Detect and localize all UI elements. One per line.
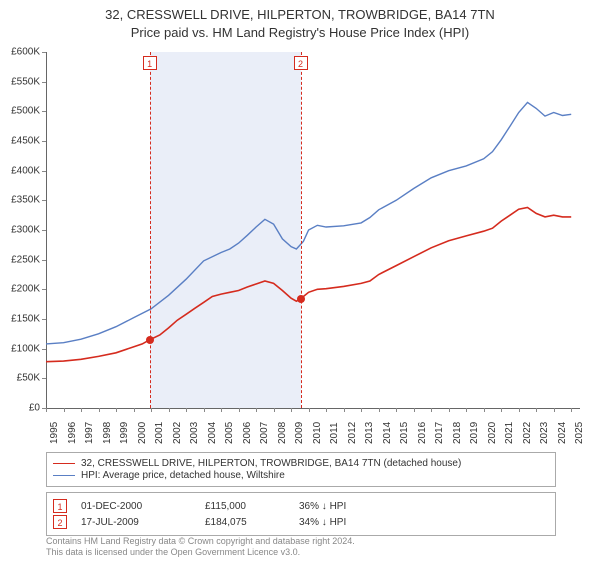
x-tick-label: 2024 bbox=[557, 422, 568, 444]
y-tick-label: £450K bbox=[11, 136, 40, 147]
y-tick-label: £100K bbox=[11, 343, 40, 354]
x-tick-label: 2021 bbox=[504, 422, 515, 444]
y-tick-label: £0 bbox=[29, 403, 40, 414]
x-tick-label: 2019 bbox=[469, 422, 480, 444]
y-tick-label: £550K bbox=[11, 76, 40, 87]
x-tick-label: 2022 bbox=[522, 422, 533, 444]
plot-area: 12 bbox=[46, 52, 580, 408]
x-tick-label: 2004 bbox=[207, 422, 218, 444]
sale-row: 2 17-JUL-2009 £184,075 34% ↓ HPI bbox=[53, 515, 549, 529]
legend-row: HPI: Average price, detached house, Wilt… bbox=[53, 470, 549, 481]
marker-dot-2 bbox=[297, 295, 305, 303]
legend-row: 32, CRESSWELL DRIVE, HILPERTON, TROWBRID… bbox=[53, 458, 549, 469]
x-tick-label: 2015 bbox=[399, 422, 410, 444]
x-tick-label: 2014 bbox=[382, 422, 393, 444]
x-tick-label: 2017 bbox=[434, 422, 445, 444]
marker-box-2: 2 bbox=[294, 56, 308, 70]
x-tick-label: 2006 bbox=[242, 422, 253, 444]
x-axis: 1995 1996 1997 1998 1999 2000 2001 2002 2003 2004… bbox=[46, 412, 580, 452]
sale-date: 17-JUL-2009 bbox=[81, 517, 191, 528]
series-legend: 32, CRESSWELL DRIVE, HILPERTON, TROWBRID… bbox=[46, 452, 556, 487]
sale-marker: 2 bbox=[53, 515, 67, 529]
x-tick-label: 2025 bbox=[574, 422, 585, 444]
y-tick-label: £50K bbox=[17, 373, 40, 384]
x-tick-label: 2008 bbox=[277, 422, 288, 444]
x-tick-label: 2010 bbox=[312, 422, 323, 444]
footer-note: Contains HM Land Registry data © Crown c… bbox=[46, 536, 556, 559]
x-tick-label: 2020 bbox=[487, 422, 498, 444]
x-tick-label: 2018 bbox=[452, 422, 463, 444]
legend-label: HPI: Average price, detached house, Wilt… bbox=[81, 470, 285, 481]
x-tick-label: 1998 bbox=[102, 422, 113, 444]
x-tick-label: 2007 bbox=[259, 422, 270, 444]
sales-table: 1 01-DEC-2000 £115,000 36% ↓ HPI 2 17-JUL-200… bbox=[46, 492, 556, 536]
y-tick-label: £400K bbox=[11, 165, 40, 176]
x-tick-label: 2000 bbox=[137, 422, 148, 444]
x-tick-label: 2023 bbox=[539, 422, 550, 444]
sale-price: £184,075 bbox=[205, 517, 285, 528]
y-tick-label: £350K bbox=[11, 195, 40, 206]
sale-diff: 34% ↓ HPI bbox=[299, 517, 419, 528]
x-tick-label: 2002 bbox=[172, 422, 183, 444]
footer-line2: This data is licensed under the Open Gov… bbox=[46, 547, 556, 558]
sale-date: 01-DEC-2000 bbox=[81, 501, 191, 512]
x-tick-label: 2001 bbox=[154, 422, 165, 444]
y-tick-label: £250K bbox=[11, 254, 40, 265]
x-axis-line bbox=[46, 408, 580, 409]
marker-box-1: 1 bbox=[143, 56, 157, 70]
legend-swatch bbox=[53, 475, 75, 476]
footer-line1: Contains HM Land Registry data © Crown c… bbox=[46, 536, 556, 547]
legend-swatch bbox=[53, 463, 75, 464]
y-axis: £0£50K£100K£150K£200K£250K£300K£350K£400… bbox=[0, 52, 46, 408]
x-tick-label: 2009 bbox=[294, 422, 305, 444]
y-tick-label: £600K bbox=[11, 47, 40, 58]
sale-price: £115,000 bbox=[205, 501, 285, 512]
sale-marker: 1 bbox=[53, 499, 67, 513]
x-tick-label: 1996 bbox=[67, 422, 78, 444]
y-tick-label: £200K bbox=[11, 284, 40, 295]
x-tick-label: 1997 bbox=[84, 422, 95, 444]
chart-title: 32, CRESSWELL DRIVE, HILPERTON, TROWBRID… bbox=[0, 6, 600, 41]
x-tick-label: 2012 bbox=[347, 422, 358, 444]
y-tick-label: £300K bbox=[11, 225, 40, 236]
title-line1: 32, CRESSWELL DRIVE, HILPERTON, TROWBRID… bbox=[105, 7, 495, 22]
y-tick-label: £150K bbox=[11, 314, 40, 325]
x-tick-label: 2011 bbox=[329, 422, 340, 444]
series-hpi bbox=[46, 102, 571, 344]
marker-line-1 bbox=[150, 52, 151, 408]
chart-svg bbox=[46, 52, 580, 408]
sale-diff: 36% ↓ HPI bbox=[299, 501, 419, 512]
x-tick-label: 2013 bbox=[364, 422, 375, 444]
x-tick-label: 2003 bbox=[189, 422, 200, 444]
y-tick-label: £500K bbox=[11, 106, 40, 117]
title-line2: Price paid vs. HM Land Registry's House … bbox=[0, 24, 600, 42]
x-tick-label: 2005 bbox=[224, 422, 235, 444]
chart-container: 32, CRESSWELL DRIVE, HILPERTON, TROWBRID… bbox=[0, 6, 600, 566]
x-tick-label: 2016 bbox=[417, 422, 428, 444]
x-tick-label: 1999 bbox=[119, 422, 130, 444]
marker-line-2 bbox=[301, 52, 302, 408]
sale-row: 1 01-DEC-2000 £115,000 36% ↓ HPI bbox=[53, 499, 549, 513]
legend-label: 32, CRESSWELL DRIVE, HILPERTON, TROWBRID… bbox=[81, 458, 461, 469]
x-tick-label: 1995 bbox=[49, 422, 60, 444]
marker-dot-1 bbox=[146, 336, 154, 344]
